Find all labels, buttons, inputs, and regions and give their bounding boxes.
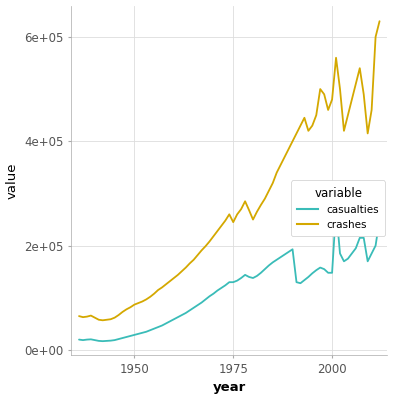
X-axis label: year: year — [213, 382, 246, 394]
Y-axis label: value: value — [6, 162, 18, 199]
Legend: casualties, crashes: casualties, crashes — [291, 180, 386, 236]
